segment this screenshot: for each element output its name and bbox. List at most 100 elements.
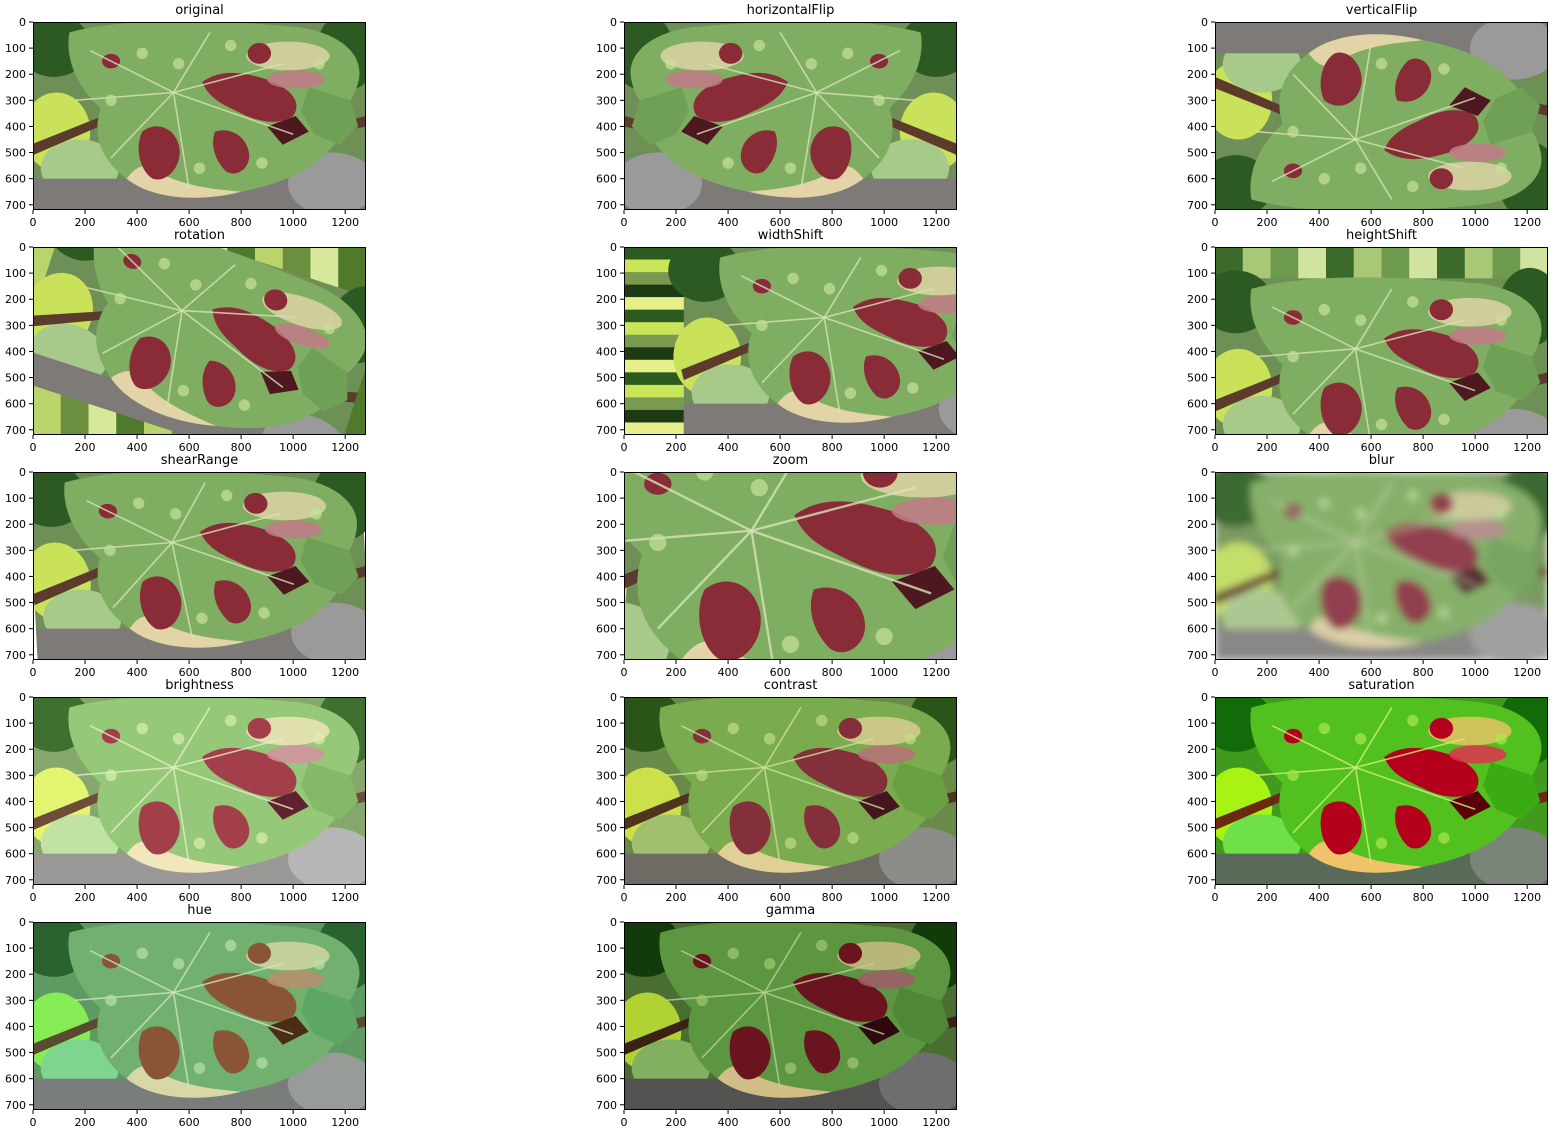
y-tick-label: 100 — [5, 717, 26, 730]
subplot-original: original 0 200 400 600 800 1000 1200 0 100 200 300 4… — [33, 22, 366, 210]
subplot-axes: 0 200 400 600 800 1000 1200 0 100 200 300 400 500 600… — [1215, 247, 1548, 457]
x-tick-label: 1000 — [279, 1116, 307, 1129]
leaf-image — [12, 462, 384, 666]
y-tick-label: 0 — [610, 691, 617, 704]
y-tick-label: 400 — [1187, 345, 1208, 358]
leaf-image — [608, 912, 970, 1116]
y-tick-label: 400 — [5, 570, 26, 583]
leaf-image — [611, 12, 973, 216]
y-tick-label: 500 — [5, 147, 26, 160]
subplot-axes: 0 200 400 600 800 1000 1200 0 100 200 300 400 500 600… — [624, 247, 957, 457]
y-tick-label: 700 — [5, 649, 26, 662]
y-tick-label: 500 — [5, 822, 26, 835]
leaf-image — [1199, 247, 1555, 472]
x-tick-label: 200 — [1257, 891, 1278, 904]
subplot-title: saturation — [1215, 678, 1548, 693]
x-tick-label: 800 — [822, 1116, 843, 1129]
y-tick-label: 400 — [5, 795, 26, 808]
y-tick-label: 0 — [610, 241, 617, 254]
y-tick-label: 500 — [1187, 822, 1208, 835]
subplot-axes: 0 200 400 600 800 1000 1200 0 100 200 300 400 500 600… — [1215, 472, 1548, 682]
y-tick-label: 100 — [1187, 42, 1208, 55]
y-tick-label: 700 — [5, 199, 26, 212]
y-tick-label: 200 — [5, 68, 26, 81]
leaf-image — [17, 687, 379, 891]
y-tick-label: 200 — [1187, 293, 1208, 306]
y-tick-label: 400 — [596, 570, 617, 583]
y-tick-label: 0 — [1201, 16, 1208, 29]
y-tick-label: 200 — [5, 518, 26, 531]
y-tick-label: 200 — [1187, 68, 1208, 81]
y-tick-label: 500 — [5, 1047, 26, 1060]
y-tick-label: 300 — [5, 994, 26, 1007]
subplot-title: contrast — [624, 678, 957, 693]
subplot-contrast: contrast 0 200 400 600 800 1000 1200 0 100 200 300 4… — [624, 697, 957, 885]
y-tick-label: 700 — [1187, 874, 1208, 887]
y-tick-label: 100 — [596, 42, 617, 55]
leaf-image — [624, 237, 1030, 441]
y-tick-label: 0 — [1201, 466, 1208, 479]
subplot-title: blur — [1215, 453, 1548, 468]
y-tick-label: 200 — [5, 968, 26, 981]
subplot-title: zoom — [624, 453, 957, 468]
y-tick-label: 200 — [596, 293, 617, 306]
y-tick-label: 600 — [5, 1073, 26, 1086]
y-tick-label: 600 — [5, 173, 26, 186]
y-tick-label: 600 — [1187, 848, 1208, 861]
subplot-title: original — [33, 3, 366, 18]
subplot-shear: shearRange 0 200 400 600 800 1000 1200 0 100 200 30… — [33, 472, 366, 660]
y-tick-label: 500 — [596, 372, 617, 385]
subplot-hue: hue 0 200 400 600 800 1000 1200 0 100 200 300 400 500… — [33, 922, 366, 1110]
y-tick-label: 400 — [5, 120, 26, 133]
x-tick-label: 800 — [231, 1116, 252, 1129]
y-tick-label: 400 — [5, 1020, 26, 1033]
leaf-image — [1199, 687, 1555, 891]
subplot-title: brightness — [33, 678, 366, 693]
subplot-title: shearRange — [33, 453, 366, 468]
y-tick-label: 700 — [1187, 199, 1208, 212]
y-tick-label: 400 — [5, 345, 26, 358]
y-tick-label: 200 — [5, 293, 26, 306]
subplot-axes: 0 200 400 600 800 1000 1200 0 100 200 300 400 500 600… — [1215, 22, 1548, 232]
y-tick-label: 700 — [1187, 424, 1208, 437]
x-tick-label: 1200 — [331, 1116, 359, 1129]
y-tick-label: 300 — [1187, 544, 1208, 557]
y-tick-label: 500 — [5, 597, 26, 610]
y-tick-label: 700 — [596, 649, 617, 662]
y-tick-label: 200 — [5, 743, 26, 756]
x-tick-label: 1200 — [922, 1116, 950, 1129]
y-tick-label: 400 — [596, 795, 617, 808]
subplot-saturation: saturation 0 200 400 600 800 1000 1200 0 100 200 30… — [1215, 697, 1548, 885]
subplot-wshift: widthShift 0 200 400 600 800 1000 1200 0 100 200 30… — [624, 247, 957, 435]
y-tick-label: 700 — [596, 424, 617, 437]
y-tick-label: 600 — [1187, 173, 1208, 186]
y-tick-label: 100 — [596, 717, 617, 730]
y-tick-label: 0 — [610, 916, 617, 929]
y-tick-label: 0 — [19, 16, 26, 29]
y-tick-label: 100 — [5, 267, 26, 280]
y-tick-label: 700 — [596, 874, 617, 887]
y-tick-label: 200 — [1187, 743, 1208, 756]
y-tick-label: 200 — [1187, 518, 1208, 531]
x-tick-label: 200 — [666, 1116, 687, 1129]
x-tick-label: 0 — [621, 1116, 628, 1129]
subplot-axes: 0 200 400 600 800 1000 1200 0 100 200 300 400 500 600… — [33, 922, 366, 1132]
y-tick-label: 0 — [19, 916, 26, 929]
leaf-image — [17, 912, 379, 1116]
y-tick-label: 700 — [596, 199, 617, 212]
y-tick-label: 300 — [5, 94, 26, 107]
subplot-hflip: horizontalFlip 0 200 400 600 800 1000 1200 0 100 2… — [624, 22, 957, 210]
y-tick-label: 700 — [5, 424, 26, 437]
subplot-rotation: rotation 0 200 400 600 800 1000 1200 0 100 200 300 4… — [33, 247, 366, 435]
y-tick-label: 100 — [1187, 267, 1208, 280]
y-tick-label: 400 — [1187, 120, 1208, 133]
y-tick-label: 300 — [1187, 94, 1208, 107]
subplot-vflip: verticalFlip 0 200 400 600 800 1000 1200 0 100 200… — [1215, 22, 1548, 210]
y-tick-label: 0 — [1201, 241, 1208, 254]
x-tick-label: 600 — [770, 1116, 791, 1129]
x-tick-label: 600 — [1361, 891, 1382, 904]
y-tick-label: 100 — [596, 492, 617, 505]
y-tick-label: 100 — [5, 492, 26, 505]
y-tick-label: 300 — [5, 769, 26, 782]
x-tick-label: 0 — [30, 1116, 37, 1129]
